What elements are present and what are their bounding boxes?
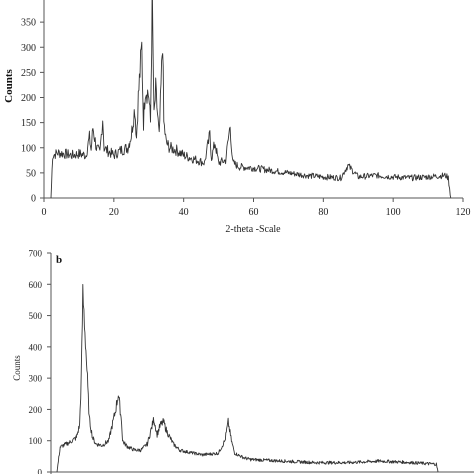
chart-b-y-tick-label: 500	[29, 311, 43, 321]
chart-a-y-axis-title: Counts	[3, 68, 15, 102]
chart-a-x-tick-label: 20	[109, 207, 119, 218]
chart-a-x-tick-label: 80	[318, 207, 328, 218]
chart-b-panel-label: b	[56, 254, 62, 266]
chart-a-x-axis-title: 2-theta -Scale	[225, 224, 281, 235]
chart-b-y-tick-label: 0	[38, 468, 43, 474]
chart-b: b Counts 0 100 200 300 400 500 600 700	[12, 249, 474, 474]
chart-a-x-tick-label: 0	[42, 207, 47, 218]
chart-a-x-tick-label: 100	[386, 207, 401, 218]
chart-a-y-tick-label: 200	[21, 93, 36, 104]
chart-b-y-tick-label: 400	[29, 342, 43, 352]
chart-b-series-line	[56, 283, 439, 473]
chart-b-y-tick-label: 200	[29, 405, 43, 415]
chart-a-x-tick-label: 120	[456, 207, 471, 218]
chart-a-y-tick-label: 100	[21, 143, 36, 154]
chart-a-y-tick-label: 150	[21, 118, 36, 129]
chart-a-y-tick-label: 250	[21, 68, 36, 79]
chart-a-x-tick-label: 60	[249, 207, 259, 218]
chart-b-y-axis-title: Counts	[12, 355, 22, 381]
chart-b-y-tick-label: 700	[29, 249, 43, 259]
chart-a-y-tick-label: 50	[26, 168, 36, 179]
chart-a-y-tick-label: 350	[21, 18, 36, 29]
chart-a-y-tick-label: 300	[21, 43, 36, 54]
chart-a: Counts 2-theta -Scale 050100150200250300…	[3, 0, 471, 235]
chart-b-y-tick-label: 100	[29, 436, 43, 446]
chart-a-x-tick-label: 40	[179, 207, 189, 218]
chart-b-y-tick-label: 600	[29, 280, 43, 290]
chart-a-series-line	[50, 0, 452, 199]
chart-a-y-tick-label: 0	[31, 194, 36, 205]
chart-b-y-tick-label: 300	[29, 374, 43, 384]
